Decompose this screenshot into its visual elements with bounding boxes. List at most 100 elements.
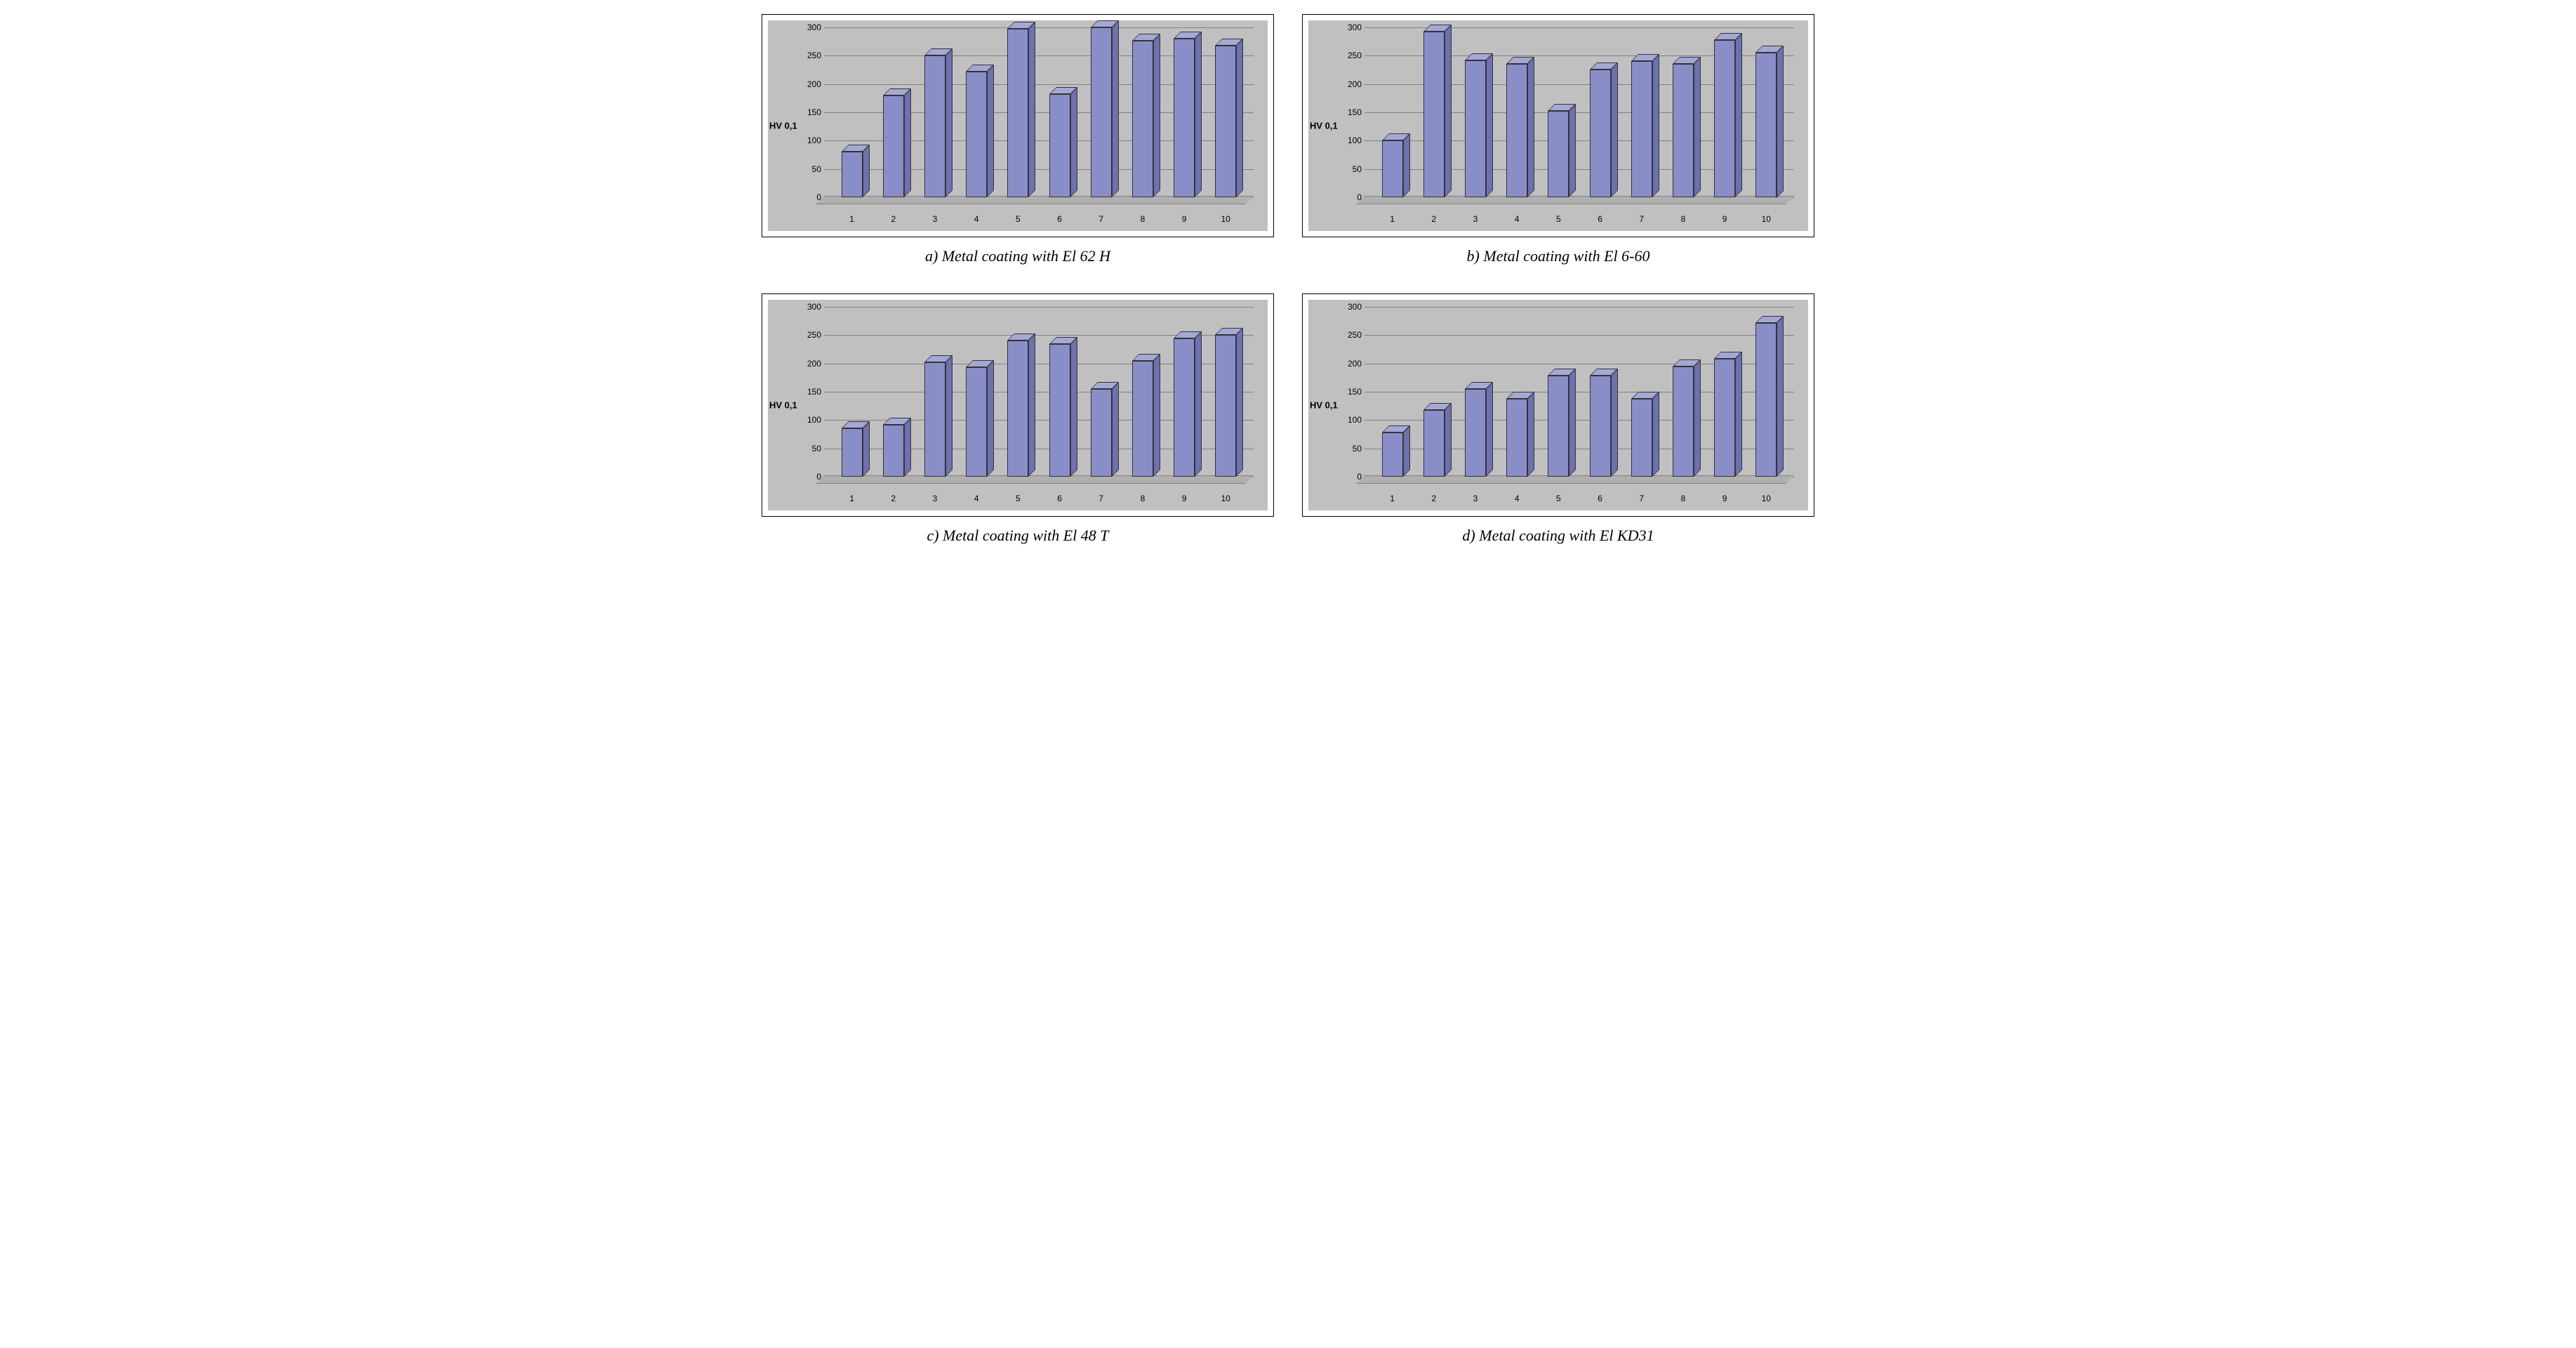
bar: [1382, 432, 1403, 477]
bar: [1049, 94, 1070, 197]
xtick-label: 9: [1174, 214, 1195, 228]
chart-c-bars: [824, 307, 1254, 477]
xtick-label: 7: [1091, 214, 1112, 228]
bar: [924, 55, 945, 197]
ytick-label: 200: [1342, 79, 1362, 89]
xtick-label: 4: [966, 214, 987, 228]
ytick-label: 100: [802, 415, 821, 425]
chart-b-caption: b) Metal coating with El 6-60: [1467, 247, 1650, 265]
xtick-label: 9: [1174, 494, 1195, 508]
bar: [1590, 70, 1611, 197]
xtick-label: 5: [1007, 214, 1028, 228]
ytick-label: 50: [802, 164, 821, 174]
bar: [1049, 344, 1070, 477]
ytick-label: 100: [802, 136, 821, 145]
chart-d-xticks: 12345678910: [1365, 494, 1794, 508]
bar: [1215, 335, 1236, 477]
xtick-label: 3: [924, 494, 945, 508]
xtick-label: 6: [1590, 494, 1611, 508]
ytick-label: 250: [1342, 330, 1362, 340]
bar: [1673, 64, 1694, 197]
bar: [842, 428, 863, 477]
ytick-label: 300: [1342, 22, 1362, 32]
chart-b: HV 0,1 12345678910 050100150200250300: [1308, 20, 1808, 231]
xtick-label: 5: [1548, 494, 1569, 508]
ytick-label: 0: [802, 192, 821, 202]
chart-c-caption: c) Metal coating with El 48 T: [927, 527, 1108, 545]
chart-d-plot: [1365, 307, 1794, 489]
ytick-label: 100: [1342, 136, 1362, 145]
chart-b-xticks: 12345678910: [1365, 214, 1794, 228]
ytick-label: 300: [802, 22, 821, 32]
xtick-label: 1: [842, 214, 863, 228]
panel-c: HV 0,1 12345678910 050100150200250300 c)…: [762, 293, 1274, 545]
chart-d-bars: [1365, 307, 1794, 477]
xtick-label: 1: [842, 494, 863, 508]
chart-a-xticks: 12345678910: [824, 214, 1254, 228]
chart-a-bars: [824, 27, 1254, 197]
xtick-label: 10: [1215, 494, 1236, 508]
bar: [883, 95, 904, 197]
xtick-label: 3: [924, 214, 945, 228]
chart-b-frame: HV 0,1 12345678910 050100150200250300: [1302, 14, 1814, 237]
xtick-label: 1: [1382, 494, 1403, 508]
xtick-label: 2: [883, 494, 904, 508]
bar: [966, 367, 987, 477]
xtick-label: 1: [1382, 214, 1403, 228]
xtick-label: 4: [966, 494, 987, 508]
xtick-label: 9: [1714, 214, 1735, 228]
xtick-label: 8: [1673, 494, 1694, 508]
xtick-label: 4: [1506, 214, 1527, 228]
bar: [1132, 361, 1153, 477]
bar: [1714, 359, 1735, 477]
ytick-label: 300: [1342, 302, 1362, 312]
ytick-label: 200: [802, 79, 821, 89]
bar: [1465, 389, 1486, 477]
chart-c: HV 0,1 12345678910 050100150200250300: [768, 300, 1268, 510]
bar: [1548, 376, 1569, 477]
chart-a-plot: [824, 27, 1254, 210]
bar: [1631, 61, 1652, 197]
xtick-label: 3: [1465, 494, 1486, 508]
bar: [1590, 376, 1611, 477]
ytick-label: 250: [1342, 51, 1362, 60]
xtick-label: 8: [1673, 214, 1694, 228]
ytick-label: 0: [1342, 192, 1362, 202]
bar: [1382, 140, 1403, 197]
ytick-label: 100: [1342, 415, 1362, 425]
panel-a: HV 0,1 12345678910 050100150200250300 a)…: [762, 14, 1274, 265]
bar: [842, 152, 863, 197]
xtick-label: 7: [1091, 494, 1112, 508]
bar: [966, 72, 987, 197]
xtick-label: 8: [1132, 494, 1153, 508]
bar: [1091, 27, 1112, 197]
xtick-label: 9: [1714, 494, 1735, 508]
xtick-label: 8: [1132, 214, 1153, 228]
xtick-label: 6: [1590, 214, 1611, 228]
xtick-label: 5: [1548, 214, 1569, 228]
chart-a-caption: a) Metal coating with El 62 H: [925, 247, 1110, 265]
chart-b-ylabel: HV 0,1: [1310, 121, 1338, 131]
bar: [1465, 60, 1486, 197]
xtick-label: 3: [1465, 214, 1486, 228]
bar: [1755, 323, 1777, 477]
ytick-label: 250: [802, 330, 821, 340]
ytick-label: 150: [1342, 107, 1362, 117]
chart-a-ylabel: HV 0,1: [769, 121, 797, 131]
chart-d-ylabel: HV 0,1: [1310, 400, 1338, 411]
chart-d-caption: d) Metal coating with El KD31: [1462, 527, 1654, 545]
ytick-label: 250: [802, 51, 821, 60]
xtick-label: 4: [1506, 494, 1527, 508]
ytick-label: 300: [802, 302, 821, 312]
bar: [1755, 53, 1777, 198]
bar: [1423, 410, 1445, 477]
bar: [1215, 46, 1236, 197]
panel-b: HV 0,1 12345678910 050100150200250300 b)…: [1302, 14, 1814, 265]
bar: [924, 362, 945, 477]
chart-d: HV 0,1 12345678910 050100150200250300: [1308, 300, 1808, 510]
bar: [1007, 29, 1028, 197]
xtick-label: 2: [1423, 494, 1445, 508]
bar: [1506, 64, 1527, 197]
xtick-label: 10: [1215, 214, 1236, 228]
bar: [1506, 399, 1527, 477]
